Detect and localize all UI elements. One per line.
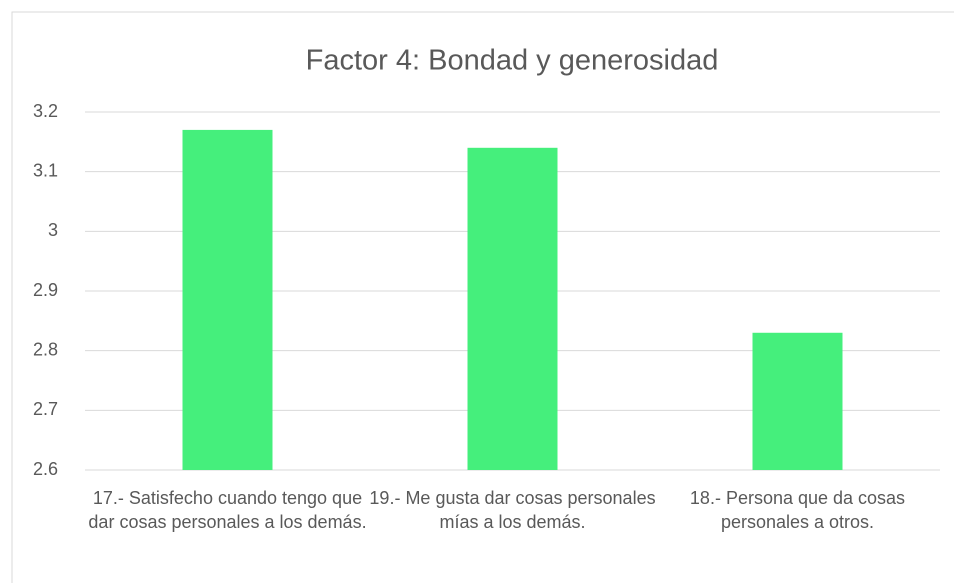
y-tick-label: 2.6 [33, 459, 58, 479]
x-tick-label: 17.- Satisfecho cuando tengo que dar cos… [88, 488, 367, 532]
y-tick-label: 3.2 [33, 101, 58, 121]
bar [182, 129, 273, 470]
chart-border [11, 11, 954, 583]
bar [467, 147, 558, 471]
bar [752, 332, 843, 470]
chart-title: Factor 4: Bondad y generosidad [306, 45, 719, 77]
y-tick-label: 2.8 [33, 339, 58, 359]
y-tick-label: 2.7 [33, 399, 58, 419]
y-tick-label: 3 [48, 220, 58, 240]
x-tick-label: 18.- Persona que da cosas personales a o… [689, 488, 906, 532]
y-tick-label: 3.1 [33, 160, 58, 180]
x-tick-label: 19.- Me gusta dar cosas personales mías … [369, 488, 656, 532]
y-tick-label: 2.9 [33, 280, 58, 300]
